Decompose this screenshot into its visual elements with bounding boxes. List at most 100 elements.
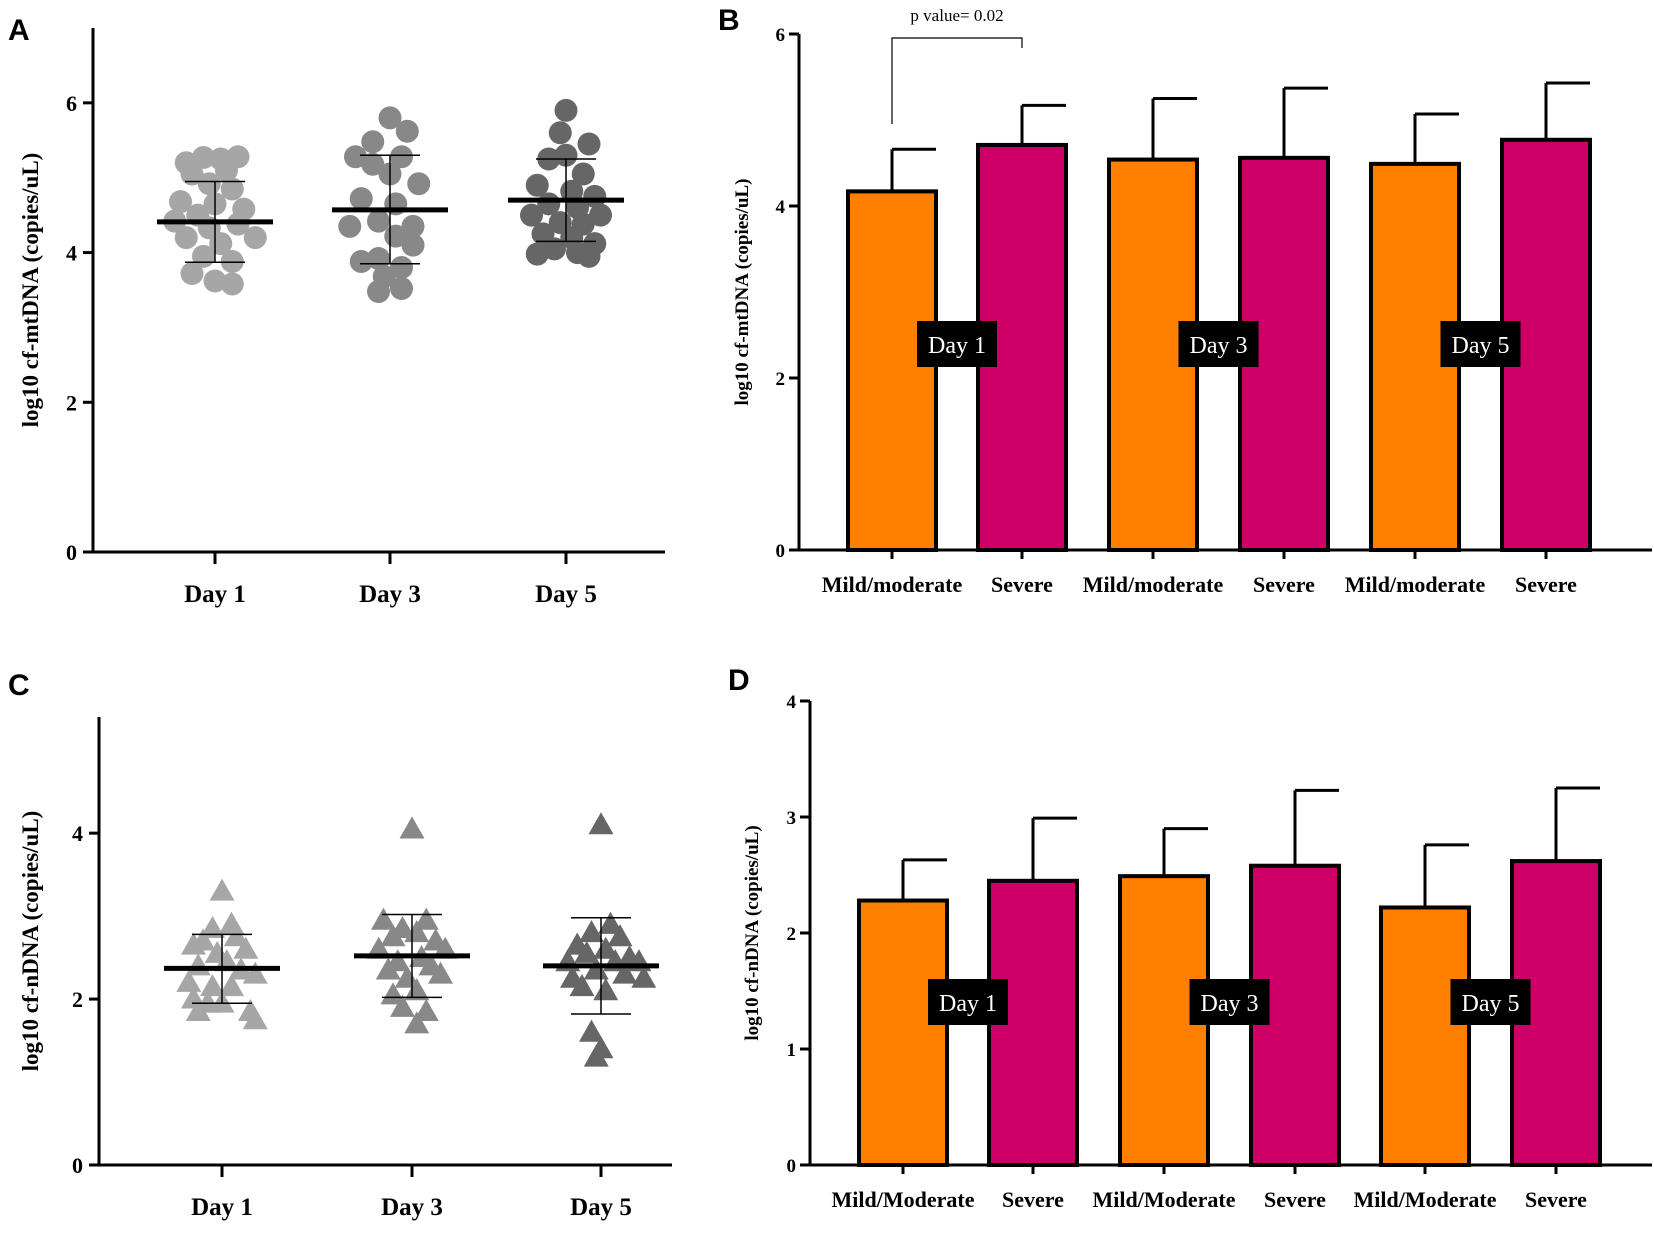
panel-d-category-label: Severe (1525, 1187, 1587, 1212)
panel-c-ytick-label: 4 (72, 821, 83, 846)
panel-a-data-point (344, 145, 367, 169)
panel-d-y-label: log10 cf-nDNA (copies/uL) (742, 825, 763, 1040)
panel-b-ytick-label: 0 (776, 541, 786, 562)
panel-b-y-label: log10 cf-mtDNA (copies/uL) (732, 179, 753, 406)
panel-a-data-point (577, 132, 601, 156)
panel-c-category-label: Day 1 (191, 1194, 253, 1221)
panel-d-bar (1379, 905, 1471, 1167)
panel-d: D Mild/Moderate Severe Mild/Moderate Severe… (728, 664, 1652, 1212)
panel-c-data-point (242, 961, 268, 984)
panel-a-data-point (367, 209, 390, 233)
panel-c-y-label: log10 cf-nDNA (copies/uL) (18, 811, 43, 1072)
panel-b-category-label: Mild/moderate (1345, 572, 1486, 597)
panel-b-ytick-label: 6 (776, 25, 786, 46)
panel-b-ytick-label: 2 (776, 369, 786, 390)
panel-c-data-point (200, 915, 225, 939)
panel-c-ytick-label: 0 (72, 1153, 83, 1178)
panel-c-data-point (413, 998, 439, 1021)
panel-b-category-label: Severe (991, 572, 1053, 597)
panel-d-category-label: Mild/Moderate (832, 1187, 975, 1212)
panel-b-bar (846, 189, 938, 552)
panel-a-ytick-label: 0 (66, 540, 77, 565)
panel-d-group-label-box (1189, 979, 1270, 1025)
panel-c-data-point (390, 994, 415, 1017)
panel-a-data-point (520, 203, 543, 227)
panel-b-group-label-box (917, 321, 997, 367)
panel-c-data-point (569, 974, 595, 997)
panel-a-ytick-label: 4 (66, 241, 77, 266)
panel-b-category-label: Mild/moderate (1083, 572, 1224, 597)
panel-a-data-point (367, 279, 390, 303)
panel-c-data-point (223, 924, 249, 947)
panel-a-category-label: Day 3 (359, 581, 421, 608)
panel-c-data-point (380, 924, 406, 947)
panel-a-data-point (349, 250, 373, 274)
panel-c-category-label: Day 3 (381, 1194, 443, 1221)
panel-d-group-label-box (928, 979, 1008, 1025)
panel-c-data-point (413, 907, 439, 930)
panel-a-data-point (243, 226, 267, 250)
panel-a-data-point (203, 269, 227, 293)
panel-a-letter: A (8, 14, 30, 47)
panel-c-data-point (404, 1011, 430, 1034)
panel-b-p-value: p value= 0.02 (910, 6, 1003, 25)
panel-a-data-point (395, 119, 419, 143)
panel-d-ytick-label: 0 (787, 1156, 797, 1177)
panel-c-data-point (185, 998, 211, 1021)
panel-a-data-point (571, 162, 595, 186)
panel-d-ytick-label: 2 (787, 924, 797, 945)
panel-c-data-point (209, 878, 235, 901)
panel-a-data-point (220, 177, 244, 201)
panel-c-data-point (242, 1007, 268, 1030)
panel-a-data-point (361, 130, 385, 154)
panel-a-data-point (215, 158, 238, 182)
panel-c-category-label: Day 5 (570, 1194, 632, 1221)
panel-a-data-point (361, 152, 385, 176)
panel-d-bar (857, 898, 949, 1168)
panel-b-group-label-box (1440, 321, 1521, 367)
panel-c-data-point (399, 816, 425, 839)
panel-c-data-point (593, 936, 619, 959)
panel-d-category-label: Mild/Moderate (1093, 1187, 1236, 1212)
panel-d-letter: D (728, 664, 750, 697)
panel-c-data-point (219, 974, 244, 997)
panel-c-data-point (214, 949, 240, 972)
panel-b-group-label: Day 1 (928, 333, 986, 359)
panel-a: A 0 2 4 6 Day 1 Day 3 Day 5 log10 cf-mtDNA (cop… (8, 14, 665, 608)
panel-c-data-point (219, 911, 244, 934)
panel-c-data-point (631, 965, 657, 988)
panel-b-category-label: Mild/moderate (822, 572, 963, 597)
panel-a-data-point (338, 214, 362, 238)
panel-b-group-label: Day 5 (1452, 333, 1510, 359)
panel-c-data-point (375, 957, 401, 980)
panel-c-data-point (404, 978, 430, 1001)
panel-c-data-point (432, 936, 458, 959)
panel-b-group-label-box (1178, 321, 1259, 367)
panel-a-data-point (525, 242, 549, 266)
panel-a-data-point (169, 190, 192, 214)
panel-a-data-point (378, 106, 402, 130)
panel-a-data-point (390, 256, 413, 280)
panel-b-ytick-label: 4 (776, 197, 786, 218)
panel-a-data-point (197, 172, 221, 196)
panel-a-data-point (401, 214, 425, 238)
panel-a-category-label: Day 1 (184, 581, 246, 608)
panel-b-category-label: Severe (1253, 572, 1315, 597)
panel-c-data-point (574, 940, 600, 963)
panel-d-group-label: Day 1 (939, 991, 997, 1017)
panel-d-group-label: Day 5 (1462, 991, 1520, 1017)
panel-b: B Mild/moderate Severe Mild/moderate Severe… (718, 4, 1652, 597)
panel-c-data-point (380, 982, 406, 1005)
panel-a-data-point (180, 262, 204, 286)
panel-a-data-point (401, 233, 425, 257)
panel-d-ytick-label: 4 (787, 692, 797, 713)
panel-a-ytick-label: 2 (66, 390, 77, 415)
panel-c-data-point (233, 936, 259, 959)
panel-d-bar (1249, 863, 1341, 1167)
panel-d-category-label: Mild/Moderate (1354, 1187, 1497, 1212)
panel-a-data-point (577, 244, 601, 268)
panel-d-ytick-label: 1 (787, 1040, 797, 1061)
panel-a-data-point (192, 146, 215, 170)
panel-d-category-label: Severe (1264, 1187, 1326, 1212)
panel-d-category-label: Severe (1002, 1187, 1064, 1212)
